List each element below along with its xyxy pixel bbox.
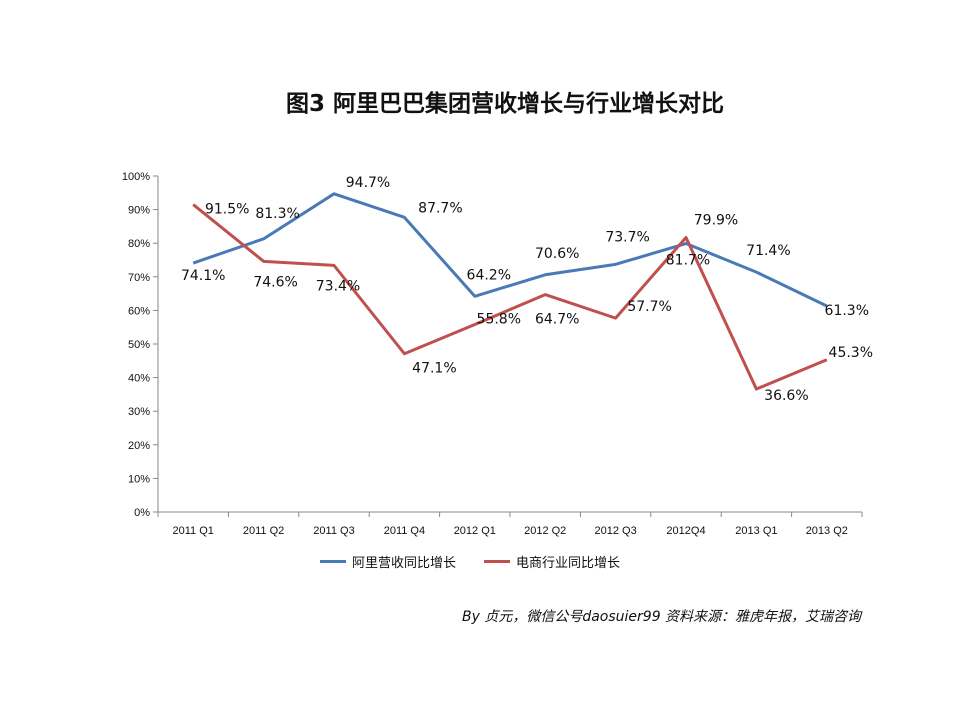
series-line-ecommerce bbox=[192, 203, 828, 391]
data-label: 79.9% bbox=[694, 213, 738, 229]
data-label: 64.2% bbox=[467, 267, 511, 283]
y-tick-label: 20% bbox=[128, 440, 150, 452]
legend-label-ecommerce: 电商行业同比增长 bbox=[516, 556, 621, 571]
legend-label-alibaba: 阿里营收同比增长 bbox=[352, 556, 457, 571]
data-label: 73.7% bbox=[605, 229, 649, 245]
data-label: 74.1% bbox=[181, 268, 225, 284]
data-label: 94.7% bbox=[346, 175, 390, 191]
x-tick-label: 2013 Q2 bbox=[806, 525, 848, 537]
x-tick-label: 2011 Q1 bbox=[173, 525, 214, 537]
series-line-alibaba bbox=[192, 192, 828, 308]
x-tick-label: 2012Q4 bbox=[666, 525, 705, 537]
y-tick-label: 80% bbox=[128, 238, 150, 250]
x-tick-label: 2011 Q3 bbox=[313, 525, 354, 537]
data-label: 45.3% bbox=[829, 345, 873, 361]
y-tick-label: 10% bbox=[128, 473, 150, 485]
chart-title: 图3 阿里巴巴集团营收增长与行业增长对比 bbox=[285, 91, 724, 117]
data-label: 47.1% bbox=[412, 361, 456, 377]
data-label: 73.4% bbox=[316, 278, 360, 294]
data-labels: 74.1% 81.3% 94.7% 87.7% 64.2% 70.6% 73.7% 79.9%… bbox=[181, 175, 873, 404]
legend-item-ecommerce[interactable]: 电商行业同比增长 bbox=[484, 552, 620, 571]
legend: 阿里营收同比增长 电商行业同比增长 bbox=[320, 552, 620, 571]
legend-swatch-alibaba bbox=[320, 560, 346, 563]
y-axis-ticks: 0% 10% 20% 30% 40% 50% 60% 70% 80% 90% 100% bbox=[122, 171, 158, 519]
x-tick-label: 2012 Q2 bbox=[524, 525, 566, 537]
y-tick-label: 0% bbox=[134, 507, 150, 519]
data-label: 55.8% bbox=[477, 312, 521, 328]
legend-item-alibaba[interactable]: 阿里营收同比增长 bbox=[320, 552, 456, 571]
y-tick-label: 60% bbox=[128, 305, 150, 317]
y-tick-label: 70% bbox=[128, 272, 150, 284]
x-tick-label: 2012 Q3 bbox=[594, 525, 636, 537]
x-tick-label: 2012 Q1 bbox=[454, 525, 496, 537]
x-tick-label: 2011 Q4 bbox=[384, 525, 425, 537]
series-lines bbox=[192, 192, 828, 391]
source-credit: By 贞元，微信公号daosuier99 资料来源：雅虎年报，艾瑞咨询 bbox=[462, 609, 862, 625]
x-tick-label: 2011 Q2 bbox=[243, 525, 284, 537]
axes bbox=[157, 176, 862, 513]
data-label: 71.4% bbox=[746, 243, 790, 259]
data-label: 81.3% bbox=[255, 206, 299, 222]
data-label: 91.5% bbox=[205, 202, 249, 218]
y-tick-label: 50% bbox=[128, 339, 150, 351]
data-label: 36.6% bbox=[764, 388, 808, 404]
data-label: 74.6% bbox=[253, 274, 297, 290]
data-label: 70.6% bbox=[535, 246, 579, 262]
y-tick-label: 90% bbox=[128, 205, 150, 217]
data-label: 87.7% bbox=[418, 200, 462, 216]
y-tick-label: 100% bbox=[122, 171, 150, 183]
data-label: 61.3% bbox=[825, 303, 869, 319]
x-tick-label: 2013 Q1 bbox=[735, 525, 777, 537]
data-label: 57.7% bbox=[627, 299, 671, 315]
legend-swatch-ecommerce bbox=[484, 560, 511, 563]
y-tick-label: 30% bbox=[128, 406, 150, 418]
y-tick-label: 40% bbox=[128, 373, 150, 385]
data-label: 81.7% bbox=[666, 252, 710, 268]
x-axis-ticks: 2011 Q1 2011 Q2 2011 Q3 2011 Q4 2012 Q1 2012 … bbox=[157, 512, 863, 537]
data-label: 64.7% bbox=[535, 312, 579, 328]
